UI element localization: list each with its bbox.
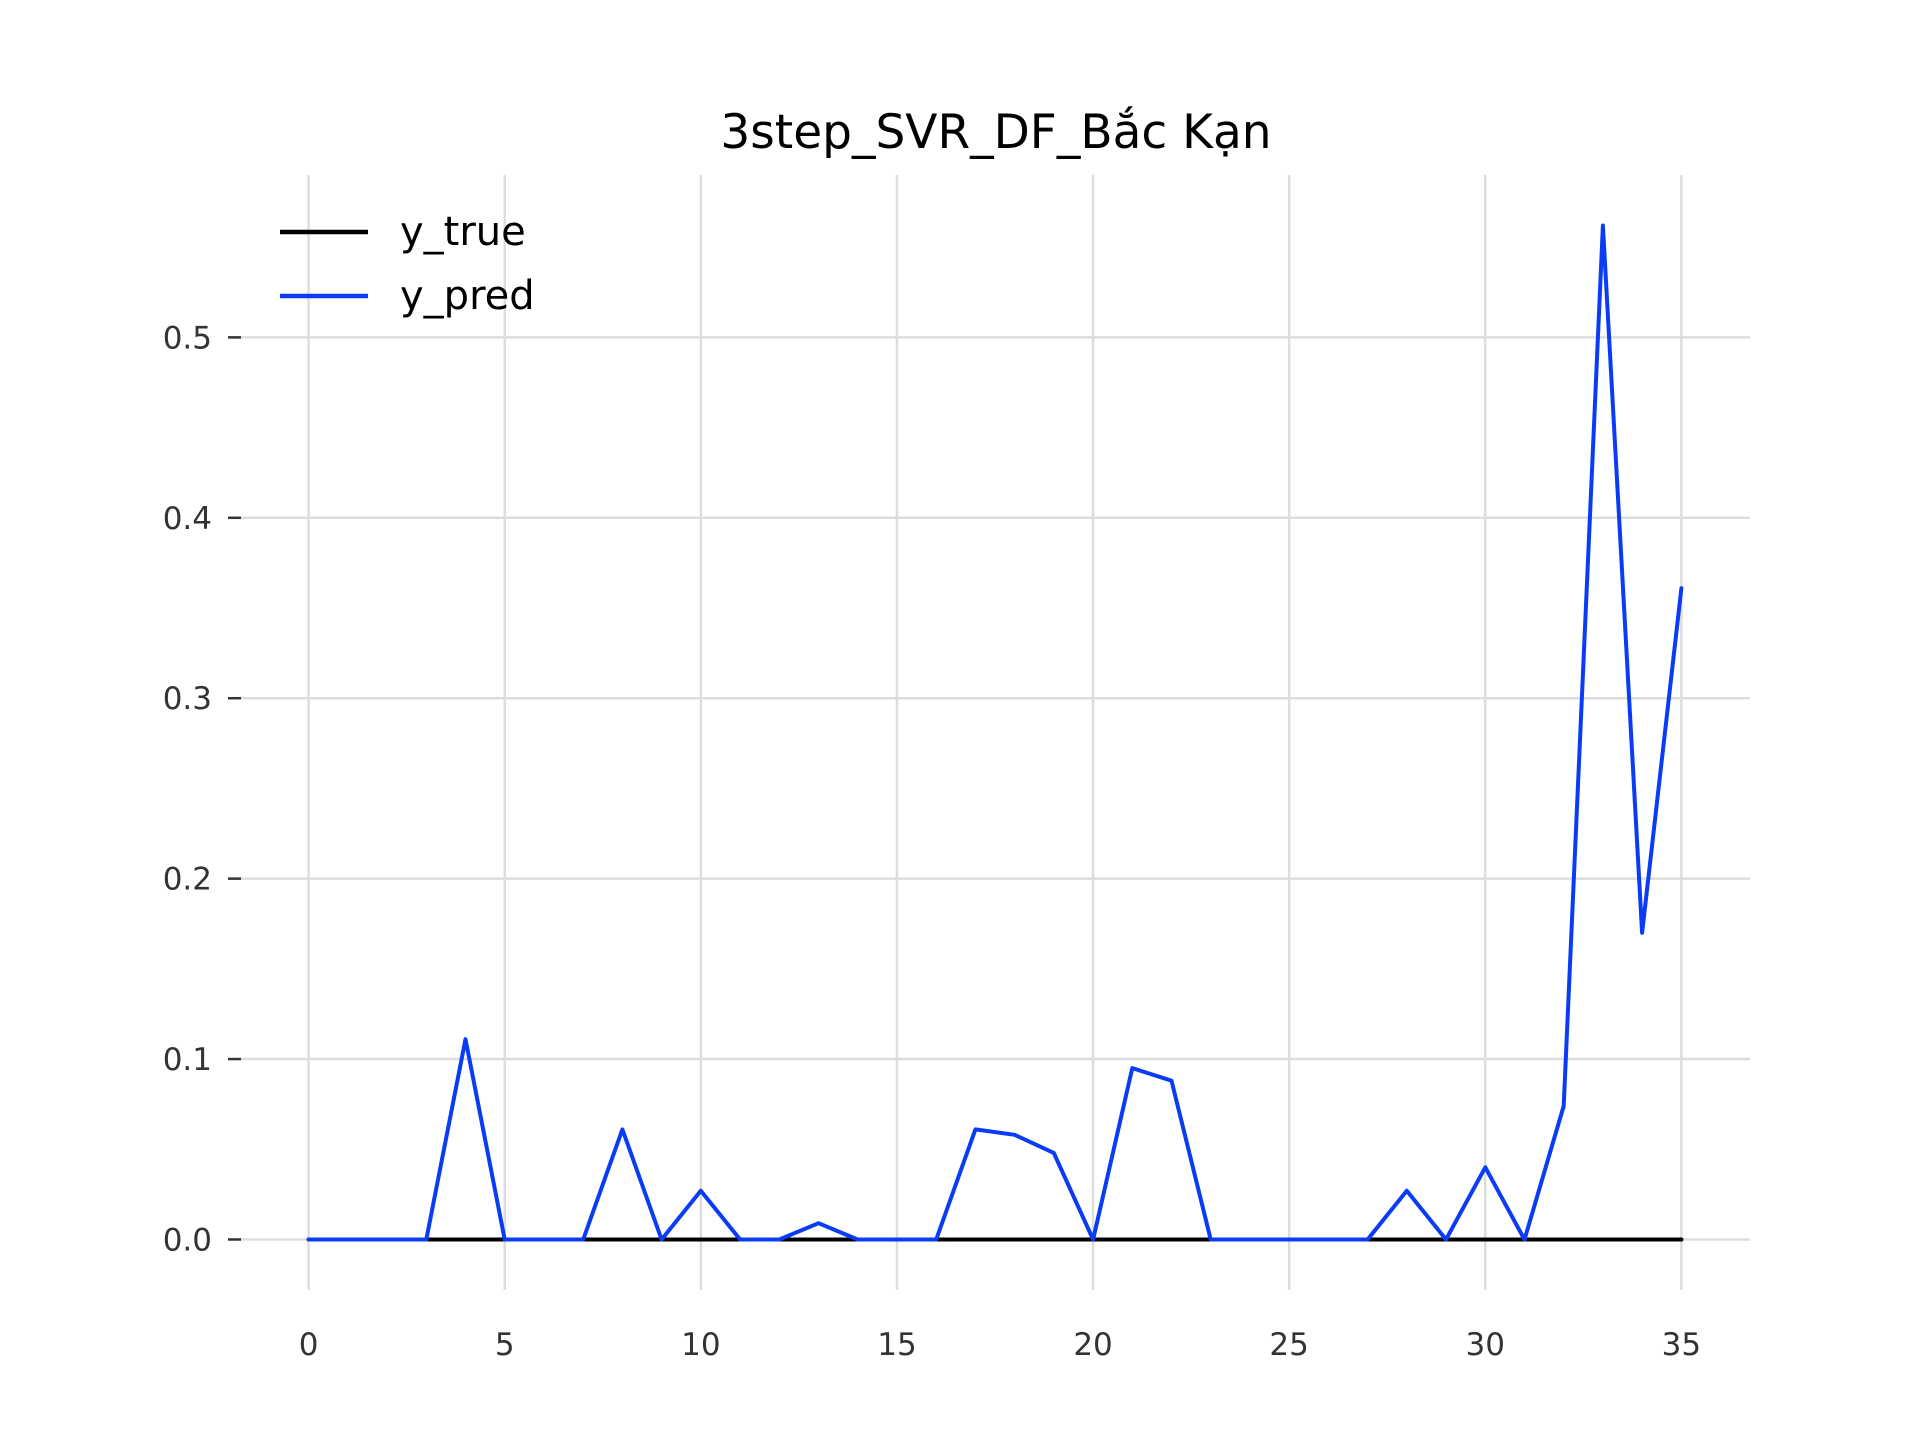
legend-label-y-true: y_true: [400, 209, 526, 255]
x-axis: 0 5 10 15 20 25 30 35: [299, 1327, 1701, 1363]
y-tick-label: 0.5: [163, 320, 212, 356]
y-tick-label: 0.4: [163, 501, 212, 537]
x-tick-label: 5: [495, 1327, 515, 1363]
legend: y_true y_pred: [280, 209, 535, 319]
y-axis: 0.0 0.1 0.2 0.3 0.4 0.5: [163, 320, 241, 1258]
x-tick-label: 20: [1073, 1327, 1112, 1363]
x-tick-label: 15: [877, 1327, 916, 1363]
chart-title: 3step_SVR_DF_Bắc Kạn: [720, 105, 1271, 160]
y-tick-label: 0.1: [163, 1042, 212, 1078]
y-tick-label: 0.0: [163, 1222, 212, 1258]
y-tick-label: 0.2: [163, 862, 212, 898]
y-tick-label: 0.3: [163, 681, 212, 717]
series-line-y-pred: [306, 223, 1684, 1242]
series-group: [306, 223, 1684, 1242]
x-tick-label: 0: [299, 1327, 319, 1363]
x-tick-label: 25: [1269, 1327, 1308, 1363]
x-tick-label: 35: [1662, 1327, 1701, 1363]
x-tick-label: 30: [1466, 1327, 1505, 1363]
grid: [240, 175, 1750, 1290]
legend-label-y-pred: y_pred: [400, 273, 535, 319]
x-tick-label: 10: [681, 1327, 720, 1363]
